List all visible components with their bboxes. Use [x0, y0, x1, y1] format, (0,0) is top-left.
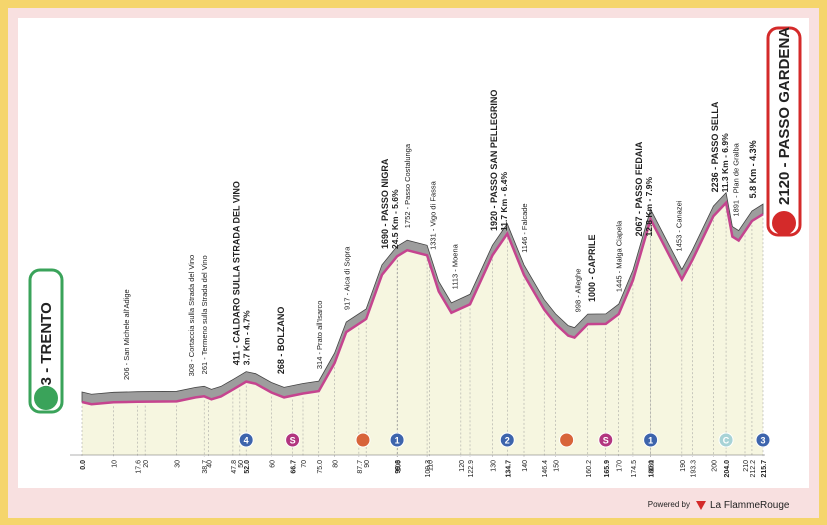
finish-icon	[772, 211, 796, 235]
x-tick-label: 134.7	[505, 460, 512, 478]
marker	[559, 432, 575, 448]
marker-label: 2	[505, 436, 510, 446]
x-tick-label: 30	[175, 460, 182, 468]
place-label: 268 - BOLZANO	[276, 307, 286, 375]
x-tick-label: 60	[269, 460, 276, 468]
climb-detail: 11.3 Km - 6.9%	[720, 133, 730, 193]
x-tick-label: 146.4	[542, 460, 549, 478]
place-label: 998 - Alleghe	[574, 269, 583, 313]
place-label: 308 - Cortaccia sulla Strada del Vino	[187, 255, 196, 377]
x-tick-label: 140	[522, 460, 529, 472]
x-tick-label: 210	[743, 460, 750, 472]
x-tick-label: 50	[238, 460, 245, 468]
x-tick-label: 66.7	[291, 460, 298, 474]
x-tick-label: 52.0	[244, 460, 251, 474]
brand: La FlammeRouge	[710, 500, 790, 511]
place-label: 314 - Prato all'Isarco	[315, 301, 324, 370]
marker	[389, 432, 405, 448]
x-tick-label: 70	[301, 460, 308, 468]
x-tick-label: 170	[617, 460, 624, 472]
x-tick-label: 109.3	[425, 460, 432, 478]
place-label: 917 - Aica di Sopra	[342, 246, 351, 310]
x-tick-label: 200	[711, 460, 718, 472]
place-label: 1453 - Canazei	[675, 200, 684, 251]
x-tick-label: 150	[554, 460, 561, 472]
x-tick-label: 180	[648, 460, 655, 472]
x-tick-label: 122.9	[468, 460, 475, 478]
finish-label: 2120 - PASSO GARDENA	[776, 27, 793, 205]
x-tick-label: 75.0	[317, 460, 324, 474]
place-label: 1920 - PASSO SAN PELLEGRINO	[489, 90, 499, 231]
x-tick-label: 160.2	[586, 460, 593, 478]
marker-label: 1	[648, 436, 653, 446]
marker-label: 3	[760, 436, 765, 446]
climb-detail: 11.7 Km - 6.4%	[499, 171, 509, 231]
place-label: 5.8 Km - 4.3%	[748, 140, 758, 198]
start-label: 203 - TRENTO	[38, 302, 55, 402]
marker	[499, 432, 515, 448]
marker-label: S	[603, 436, 609, 446]
x-tick-label: 20	[143, 460, 150, 468]
marker	[718, 432, 734, 448]
x-tick-label: 40	[206, 460, 213, 468]
brand-logo	[696, 501, 706, 510]
climb-detail: 3.7 Km - 4.7%	[242, 310, 252, 365]
plot: 0.0 10 17.6 20 30 38.740 47.8 50 52.0 60 66.7 70 75.…	[70, 90, 771, 478]
x-tick-label: 99.8	[395, 460, 402, 474]
x-tick-label: 87.7	[357, 460, 364, 474]
profile-area	[82, 202, 763, 455]
marker-label: C	[723, 436, 730, 446]
x-tick-label: 215.7	[761, 460, 768, 478]
x-tick-label: 110	[427, 460, 434, 471]
x-tick-label: 17.6	[136, 460, 143, 474]
x-tick-label: 47.8	[231, 460, 238, 474]
place-label: 2067 - PASSO FEDAIA	[634, 141, 644, 236]
powered-by: Powered by	[648, 500, 690, 509]
start-box	[28, 268, 64, 414]
x-tick-label: 212.2	[750, 460, 757, 478]
x-tick-label: 204.0	[724, 460, 731, 478]
place-label: 1752 - Passo Costalunga	[403, 143, 412, 228]
climb-detail: 12.8 Km - 7.9%	[644, 177, 654, 237]
climb-detail: 24.5 Km - 5.6%	[390, 189, 400, 249]
x-tick-label: 130	[490, 460, 497, 472]
marker	[598, 432, 614, 448]
marker	[285, 432, 301, 448]
x-tick-label: 174.5	[631, 460, 638, 478]
x-tick-label: 180.1	[649, 460, 656, 478]
x-tick-label: 38.7	[202, 460, 209, 474]
marker	[643, 432, 659, 448]
marker	[355, 432, 371, 448]
x-tick-label: 193.3	[690, 460, 697, 478]
marker	[755, 432, 771, 448]
x-tick-label: 0.0	[80, 460, 87, 470]
marker-label: 4	[244, 436, 249, 446]
place-label: 1146 - Falcade	[520, 203, 529, 252]
place-label: 1113 - Moena	[451, 243, 460, 289]
place-label: 1891 - Plan de Gralba	[732, 142, 741, 216]
place-label: 261 - Termeno sulla Strada del Vino	[200, 255, 209, 374]
place-label: 206 - San Michele all'Adige	[122, 289, 131, 380]
marker	[238, 432, 254, 448]
place-label: 411 - CALDARO SULLA STRADA DEL VINO	[232, 181, 242, 365]
place-label: 1690 - PASSO NIGRA	[380, 158, 390, 249]
x-tick-label: 165.9	[604, 460, 611, 478]
start-icon	[34, 386, 58, 410]
x-tick-label: 10	[112, 460, 119, 468]
marker-label: 1	[395, 436, 400, 446]
place-label: 2236 - PASSO SELLA	[710, 101, 720, 192]
x-tick-label: 90	[364, 460, 371, 468]
x-tick-label: 80	[333, 460, 340, 468]
place-label: 1331 - Vigo di Fassa	[428, 180, 437, 249]
x-tick-label: 120	[459, 460, 466, 472]
profile-line	[81, 200, 764, 406]
x-tick-label: 190	[680, 460, 687, 472]
marker-label: S	[290, 436, 296, 446]
place-label: 1445 - Malga Ciapela	[615, 220, 624, 292]
place-label: 1000 - CAPRILE	[587, 235, 597, 303]
x-tick-label: 100	[396, 460, 403, 472]
